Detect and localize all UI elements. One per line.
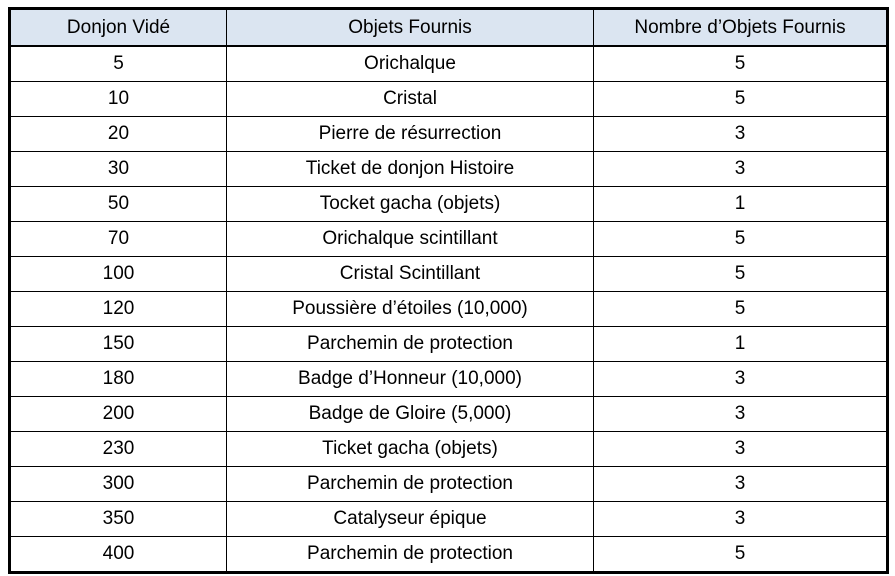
objets-fournis-cell: Ticket gacha (objets)	[226, 431, 594, 467]
nombre-objets-cell: 3	[593, 466, 888, 502]
table-row: 350 Catalyseur épique 3	[9, 501, 888, 537]
nombre-objets-cell: 3	[593, 361, 888, 397]
nombre-objets-cell: 5	[593, 291, 888, 327]
objets-fournis-cell: Poussière d’étoiles (10,000)	[226, 291, 594, 327]
objets-fournis-cell: Cristal	[226, 81, 594, 117]
table-row: 30 Ticket de donjon Histoire 3	[9, 151, 888, 187]
table-row: 400 Parchemin de protection 5	[9, 536, 888, 573]
table-row: 20 Pierre de résurrection 3	[9, 116, 888, 152]
donjon-vide-cell: 50	[9, 186, 227, 222]
table-header: Donjon Vidé Objets Fournis Nombre d’Obje…	[9, 8, 888, 47]
donjon-vide-cell: 10	[9, 81, 227, 117]
table-row: 300 Parchemin de protection 3	[9, 466, 888, 502]
donjon-vide-cell: 20	[9, 116, 227, 152]
table-row: 5 Orichalque 5	[9, 45, 888, 82]
objets-fournis-cell: Parchemin de protection	[226, 536, 594, 573]
table-row: 100 Cristal Scintillant 5	[9, 256, 888, 292]
table-row: 120 Poussière d’étoiles (10,000) 5	[9, 291, 888, 327]
objets-fournis-cell: Badge de Gloire (5,000)	[226, 396, 594, 432]
donjon-vide-cell: 300	[9, 466, 227, 502]
objets-fournis-cell: Parchemin de protection	[226, 326, 594, 362]
table-row: 70 Orichalque scintillant 5	[9, 221, 888, 257]
nombre-objets-cell: 5	[593, 81, 888, 117]
donjon-vide-cell: 200	[9, 396, 227, 432]
objets-fournis-cell: Orichalque	[226, 45, 594, 82]
table-row: 150 Parchemin de protection 1	[9, 326, 888, 362]
donjon-vide-cell: 230	[9, 431, 227, 467]
donjon-vide-cell: 70	[9, 221, 227, 257]
objets-fournis-cell: Catalyseur épique	[226, 501, 594, 537]
objets-fournis-cell: Tocket gacha (objets)	[226, 186, 594, 222]
donjon-vide-cell: 100	[9, 256, 227, 292]
table-row: 230 Ticket gacha (objets) 3	[9, 431, 888, 467]
header-row: Donjon Vidé Objets Fournis Nombre d’Obje…	[9, 8, 888, 47]
donjon-vide-cell: 30	[9, 151, 227, 187]
objets-fournis-cell: Pierre de résurrection	[226, 116, 594, 152]
donjon-vide-cell: 120	[9, 291, 227, 327]
nombre-objets-cell: 5	[593, 221, 888, 257]
nombre-objets-cell: 3	[593, 431, 888, 467]
nombre-objets-cell: 3	[593, 396, 888, 432]
donjon-vide-cell: 180	[9, 361, 227, 397]
donjon-vide-cell: 5	[9, 45, 227, 82]
dungeon-rewards-table: Donjon Vidé Objets Fournis Nombre d’Obje…	[8, 7, 889, 574]
donjon-vide-cell: 400	[9, 536, 227, 573]
header-donjon-vide: Donjon Vidé	[9, 8, 227, 47]
objets-fournis-cell: Ticket de donjon Histoire	[226, 151, 594, 187]
table-row: 180 Badge d’Honneur (10,000) 3	[9, 361, 888, 397]
objets-fournis-cell: Cristal Scintillant	[226, 256, 594, 292]
table-row: 50 Tocket gacha (objets) 1	[9, 186, 888, 222]
header-nombre-objets-fournis: Nombre d’Objets Fournis	[593, 8, 888, 47]
nombre-objets-cell: 1	[593, 326, 888, 362]
table-body: 5 Orichalque 5 10 Cristal 5 20 Pierre de résurr…	[9, 45, 888, 573]
objets-fournis-cell: Badge d’Honneur (10,000)	[226, 361, 594, 397]
nombre-objets-cell: 1	[593, 186, 888, 222]
nombre-objets-cell: 3	[593, 116, 888, 152]
nombre-objets-cell: 3	[593, 501, 888, 537]
donjon-vide-cell: 350	[9, 501, 227, 537]
header-objets-fournis: Objets Fournis	[226, 8, 594, 47]
objets-fournis-cell: Parchemin de protection	[226, 466, 594, 502]
table-row: 10 Cristal 5	[9, 81, 888, 117]
nombre-objets-cell: 5	[593, 256, 888, 292]
donjon-vide-cell: 150	[9, 326, 227, 362]
nombre-objets-cell: 5	[593, 536, 888, 573]
table-row: 200 Badge de Gloire (5,000) 3	[9, 396, 888, 432]
nombre-objets-cell: 5	[593, 45, 888, 82]
nombre-objets-cell: 3	[593, 151, 888, 187]
objets-fournis-cell: Orichalque scintillant	[226, 221, 594, 257]
